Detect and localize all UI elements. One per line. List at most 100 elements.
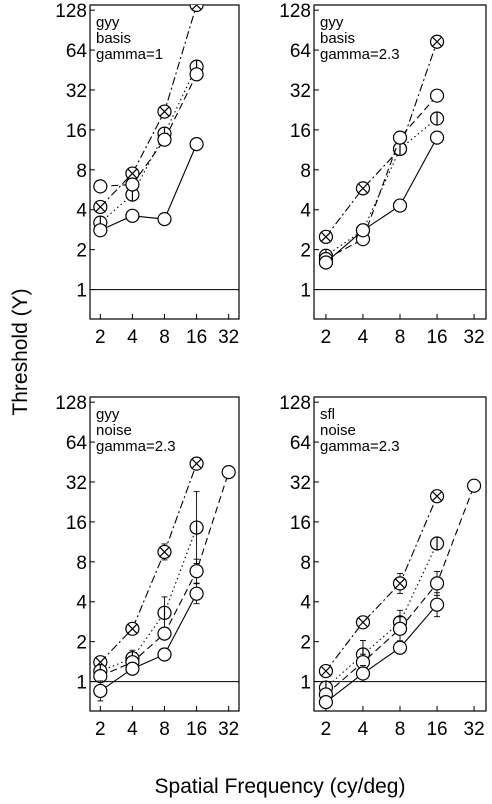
panel-annotation: sfl <box>320 406 335 423</box>
data-point <box>392 576 408 591</box>
data-point <box>429 489 445 504</box>
y-tick-label: 8 <box>76 161 87 182</box>
data-point <box>429 111 445 126</box>
y-tick-label: 32 <box>66 473 87 494</box>
y-tick-label: 16 <box>66 513 87 534</box>
series-line <box>325 543 438 689</box>
data-point <box>157 626 172 641</box>
data-point <box>392 621 408 636</box>
data-point <box>429 34 445 49</box>
series-line <box>99 463 198 663</box>
x-tick-label: 32 <box>218 327 239 348</box>
data-point <box>355 666 371 681</box>
data-point <box>189 564 204 579</box>
x-tick-label: 32 <box>464 719 485 740</box>
x-tick-label: 16 <box>186 327 207 348</box>
y-tick-label: 1 <box>76 673 87 694</box>
y-tick-label: 8 <box>76 553 87 574</box>
data-point <box>157 544 172 560</box>
data-point <box>93 683 108 699</box>
data-point <box>429 88 445 103</box>
panel-annotation: gyy <box>320 14 344 31</box>
x-tick-label: 32 <box>464 327 485 348</box>
y-tick-label: 16 <box>290 121 311 142</box>
y-axis-label: Threshold (Y) <box>9 288 32 415</box>
data-point <box>157 104 172 119</box>
panel-annotation: gyy <box>96 406 120 423</box>
data-point <box>355 615 371 630</box>
data-point <box>93 223 108 238</box>
y-tick-label: 2 <box>76 241 87 262</box>
x-axis-label: Spatial Frequency (cy/deg) <box>155 775 406 798</box>
data-point <box>189 137 204 152</box>
data-point <box>318 663 334 679</box>
y-tick-label: 2 <box>300 241 311 262</box>
y-tick-label: 64 <box>290 433 312 454</box>
y-tick-label: 64 <box>66 433 88 454</box>
data-point <box>157 605 172 620</box>
x-tick-label: 4 <box>127 327 138 348</box>
data-point <box>189 586 204 601</box>
x-tick-label: 4 <box>358 719 369 740</box>
y-tick-label: 8 <box>300 161 311 182</box>
data-point <box>429 130 445 145</box>
series-line <box>100 143 198 231</box>
data-point <box>157 212 172 227</box>
data-point <box>157 647 172 662</box>
data-point <box>189 5 204 13</box>
y-tick-label: 16 <box>290 513 311 534</box>
data-point <box>125 621 140 636</box>
panel-annotation: gyy <box>96 14 120 31</box>
x-tick-label: 8 <box>159 327 170 348</box>
series-line <box>325 137 438 263</box>
y-tick-label: 2 <box>76 633 87 654</box>
series-line <box>99 593 198 692</box>
x-tick-label: 8 <box>395 719 406 740</box>
series-line <box>99 66 198 224</box>
x-tick-label: 2 <box>321 327 332 348</box>
x-tick-label: 2 <box>95 327 106 348</box>
data-point <box>189 456 204 471</box>
series-line <box>99 5 198 208</box>
x-tick-label: 16 <box>186 719 207 740</box>
x-tick-label: 16 <box>426 327 447 348</box>
x-tick-label: 2 <box>95 719 106 740</box>
data-point <box>318 255 334 270</box>
y-tick-label: 128 <box>279 1 311 22</box>
y-tick-label: 16 <box>66 121 87 142</box>
x-tick-label: 4 <box>127 719 138 740</box>
data-point <box>125 177 140 192</box>
y-tick-label: 8 <box>300 553 311 574</box>
y-tick-label: 4 <box>300 593 311 614</box>
y-tick-label: 1 <box>300 673 311 694</box>
data-point <box>392 198 408 213</box>
series-line <box>325 41 438 238</box>
y-tick-label: 4 <box>300 201 311 222</box>
data-point <box>93 179 108 194</box>
data-point <box>125 208 140 223</box>
data-point <box>189 520 204 535</box>
data-point <box>429 536 445 551</box>
data-point <box>355 181 371 196</box>
data-point <box>429 576 445 591</box>
y-tick-label: 32 <box>66 81 87 102</box>
y-tick-label: 32 <box>290 473 311 494</box>
series-line <box>100 527 198 672</box>
x-tick-label: 2 <box>321 719 332 740</box>
y-tick-label: 32 <box>290 81 311 102</box>
x-tick-label: 8 <box>159 719 170 740</box>
y-tick-label: 64 <box>66 41 88 62</box>
data-point <box>429 597 445 612</box>
series-line <box>325 95 438 260</box>
data-point <box>125 661 140 676</box>
x-tick-label: 4 <box>358 327 369 348</box>
data-point <box>189 67 204 82</box>
panel-annotation: basis <box>320 30 355 47</box>
series-line <box>325 604 438 703</box>
y-tick-label: 64 <box>290 41 312 62</box>
data-point <box>392 640 408 655</box>
